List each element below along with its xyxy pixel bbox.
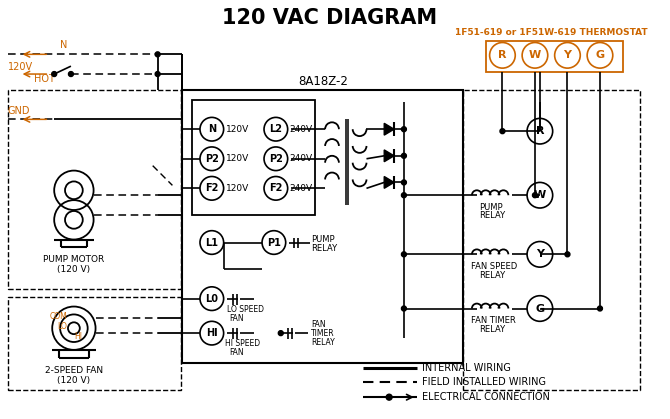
- Text: N: N: [208, 124, 216, 134]
- Text: F2: F2: [205, 184, 218, 193]
- Text: FAN SPEED: FAN SPEED: [471, 261, 517, 271]
- Circle shape: [52, 72, 57, 77]
- Text: 240V: 240V: [289, 154, 313, 163]
- Text: HI: HI: [206, 328, 218, 338]
- Text: COM: COM: [50, 312, 67, 321]
- Text: L1: L1: [205, 238, 218, 248]
- Circle shape: [533, 193, 537, 198]
- Text: G: G: [596, 50, 604, 60]
- Text: 240V: 240V: [289, 184, 313, 193]
- Text: HI: HI: [74, 331, 82, 341]
- Bar: [486, 41, 622, 72]
- Text: W: W: [534, 190, 546, 200]
- Text: P1: P1: [267, 238, 281, 248]
- Text: PUMP: PUMP: [479, 202, 502, 212]
- Text: INTERNAL WIRING: INTERNAL WIRING: [421, 362, 511, 372]
- Circle shape: [278, 331, 283, 336]
- Text: P2: P2: [205, 154, 218, 164]
- Text: TIMER: TIMER: [312, 328, 335, 338]
- Text: 120V: 120V: [8, 62, 33, 72]
- Circle shape: [565, 252, 570, 257]
- Circle shape: [68, 72, 74, 77]
- Bar: [8, 90, 182, 289]
- Text: PUMP MOTOR: PUMP MOTOR: [44, 255, 105, 264]
- Text: N: N: [60, 41, 68, 50]
- Circle shape: [598, 306, 602, 311]
- Text: L2: L2: [269, 124, 282, 134]
- Circle shape: [401, 127, 407, 132]
- Bar: [8, 297, 182, 390]
- Text: R: R: [535, 126, 544, 136]
- Text: P2: P2: [269, 154, 283, 164]
- Text: 2-SPEED FAN: 2-SPEED FAN: [45, 366, 103, 375]
- Polygon shape: [384, 176, 394, 188]
- Bar: [192, 100, 316, 215]
- Text: FIELD INSTALLED WIRING: FIELD INSTALLED WIRING: [421, 378, 545, 388]
- Circle shape: [401, 252, 407, 257]
- Circle shape: [155, 72, 160, 77]
- Text: HI SPEED: HI SPEED: [224, 339, 260, 349]
- Circle shape: [401, 193, 407, 198]
- Text: RELAY: RELAY: [312, 244, 338, 253]
- Text: Y: Y: [536, 249, 544, 259]
- Text: W: W: [529, 50, 541, 60]
- Text: 120V: 120V: [226, 184, 249, 193]
- Text: RELAY: RELAY: [479, 325, 505, 334]
- Circle shape: [500, 129, 505, 134]
- Text: G: G: [535, 303, 545, 313]
- Text: GND: GND: [8, 106, 30, 116]
- Text: FAN: FAN: [230, 348, 244, 357]
- Circle shape: [386, 394, 392, 400]
- Text: FAN: FAN: [312, 320, 326, 329]
- Text: PUMP: PUMP: [312, 235, 335, 244]
- Text: LO SPEED: LO SPEED: [226, 305, 263, 314]
- Circle shape: [401, 153, 407, 158]
- Text: LO: LO: [57, 322, 67, 331]
- Text: HOT: HOT: [34, 74, 56, 84]
- Text: F2: F2: [269, 184, 283, 193]
- Text: L0: L0: [205, 294, 218, 304]
- Text: RELAY: RELAY: [479, 271, 505, 279]
- Bar: [182, 90, 463, 363]
- Text: ELECTRICAL CONNECTION: ELECTRICAL CONNECTION: [421, 392, 549, 402]
- Text: FAN TIMER: FAN TIMER: [471, 316, 516, 325]
- Circle shape: [401, 306, 407, 311]
- Text: 120V: 120V: [226, 154, 249, 163]
- Text: 120V: 120V: [226, 125, 249, 134]
- Polygon shape: [384, 123, 394, 135]
- Text: Y: Y: [563, 50, 572, 60]
- Text: R: R: [498, 50, 507, 60]
- Circle shape: [155, 52, 160, 57]
- Text: (120 V): (120 V): [58, 376, 90, 385]
- Text: FAN: FAN: [230, 314, 244, 323]
- Text: 1F51-619 or 1F51W-619 THERMOSTAT: 1F51-619 or 1F51W-619 THERMOSTAT: [456, 28, 648, 37]
- Polygon shape: [384, 150, 394, 162]
- Text: RELAY: RELAY: [312, 338, 335, 347]
- Text: (120 V): (120 V): [58, 265, 90, 274]
- Text: 240V: 240V: [289, 125, 313, 134]
- Text: RELAY: RELAY: [479, 212, 505, 220]
- Text: 8A18Z-2: 8A18Z-2: [298, 75, 348, 88]
- Bar: [463, 90, 641, 390]
- Circle shape: [401, 180, 407, 185]
- Text: 120 VAC DIAGRAM: 120 VAC DIAGRAM: [222, 8, 438, 28]
